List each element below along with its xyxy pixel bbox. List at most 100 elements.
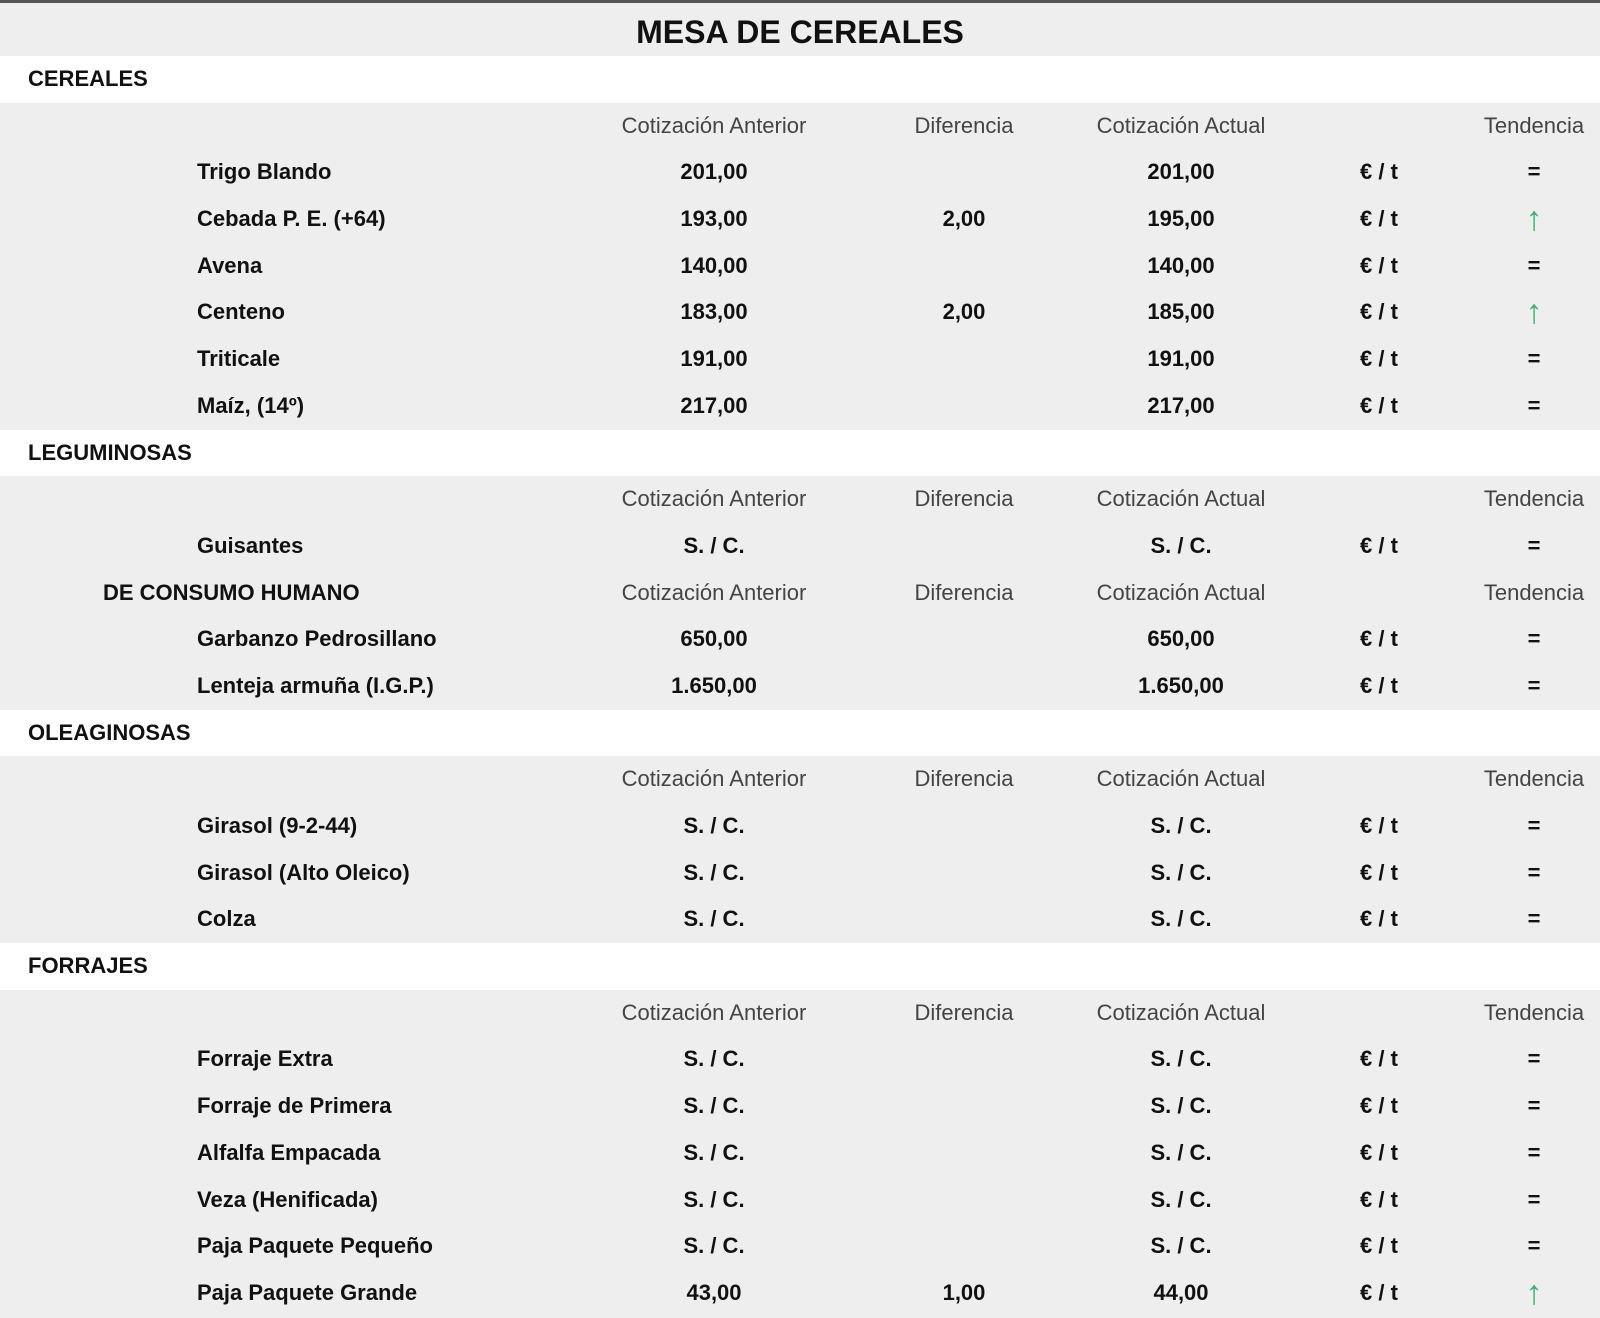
column-header: Cotización Actual: [1096, 579, 1266, 605]
product-name: Colza: [197, 906, 256, 932]
unit: € / t: [1360, 206, 1398, 232]
section-header: FORRAJES: [0, 943, 1600, 990]
product-name: Alfalfa Empacada: [197, 1139, 381, 1165]
column-header: Cotización Anterior: [621, 766, 807, 792]
trend: ↑: [1525, 293, 1543, 332]
data-row: Forraje de Primera S. / C. S. / C. € / t =: [0, 1083, 1600, 1130]
unit: € / t: [1360, 1046, 1398, 1072]
product-name: Guisantes: [197, 532, 304, 558]
product-name: Triticale: [197, 346, 281, 372]
unit: € / t: [1360, 813, 1398, 838]
column-header: Diferencia: [914, 579, 1014, 605]
current-price: S. / C.: [1150, 1233, 1212, 1259]
section-header: OLEAGINOSAS: [0, 709, 1600, 757]
previous-price: 191,00: [680, 346, 748, 372]
trend: =: [1527, 1233, 1541, 1259]
section-header: CEREALES: [0, 56, 1600, 103]
previous-price: S. / C.: [683, 1046, 745, 1072]
trend: =: [1527, 159, 1541, 185]
unit: € / t: [1360, 159, 1398, 185]
current-price: S. / C.: [1150, 906, 1212, 932]
data-row: Alfalfa Empacada S. / C. S. / C. € / t =: [0, 1130, 1600, 1177]
difference: 2,00: [942, 206, 986, 232]
current-price: 191,00: [1147, 346, 1215, 372]
column-header: Tendencia: [1483, 112, 1585, 138]
trend: =: [1527, 252, 1541, 278]
column-header: Cotización Actual: [1096, 486, 1266, 512]
column-header: Diferencia: [914, 112, 1014, 138]
data-row: Forraje Extra S. / C. S. / C. € / t =: [0, 1036, 1600, 1083]
data-row: Girasol (Alto Oleico) S. / C. S. / C. € / t…: [0, 850, 1600, 897]
unit: € / t: [1360, 532, 1398, 558]
column-header: Cotización Actual: [1096, 112, 1266, 138]
column-header-row: Cotización Anterior Diferencia Cotización …: [0, 756, 1600, 803]
trend: =: [1527, 532, 1541, 558]
data-row: Guisantes S. / C. S. / C. € / t =: [0, 523, 1600, 570]
product-name: Centeno: [197, 299, 285, 325]
current-price: S. / C.: [1150, 813, 1212, 838]
previous-price: S. / C.: [683, 532, 745, 558]
current-price: S. / C.: [1150, 1093, 1212, 1119]
data-row: Maíz, (14º) 217,00 217,00 € / t =: [0, 383, 1600, 430]
column-header: Tendencia: [1483, 579, 1585, 605]
previous-price: S. / C.: [683, 859, 745, 885]
trend: =: [1527, 906, 1541, 932]
unit: € / t: [1360, 1279, 1398, 1305]
product-name: Forraje Extra: [197, 1046, 333, 1072]
current-price: 201,00: [1147, 159, 1215, 185]
data-row: Trigo Blando 201,00 201,00 € / t =: [0, 149, 1600, 196]
current-price: S. / C.: [1150, 1186, 1212, 1212]
previous-price: S. / C.: [683, 1093, 745, 1119]
product-name: Girasol (9-2-44): [197, 813, 358, 838]
product-name: Lenteja armuña (I.G.P.): [197, 672, 434, 698]
column-header: Cotización Actual: [1096, 999, 1266, 1025]
trend: =: [1527, 1186, 1541, 1212]
product-name: Maíz, (14º): [197, 392, 305, 418]
trend: =: [1527, 672, 1541, 698]
previous-price: 140,00: [680, 252, 748, 278]
column-header-row: Cotización Anterior Diferencia Cotización …: [0, 476, 1600, 523]
column-header-row: Cotización Anterior Diferencia Cotización …: [0, 990, 1600, 1037]
product-name: Garbanzo Pedrosillano: [197, 626, 437, 652]
product-name: Forraje de Primera: [197, 1093, 392, 1119]
product-name: Cebada P. E. (+64): [197, 206, 386, 232]
unit: € / t: [1360, 1139, 1398, 1165]
trend: =: [1527, 1046, 1541, 1072]
section-title: OLEAGINOSAS: [28, 719, 191, 745]
current-price: 1.650,00: [1138, 672, 1224, 698]
current-price: S. / C.: [1150, 532, 1212, 558]
current-price: 185,00: [1147, 299, 1215, 325]
previous-price: 217,00: [680, 392, 748, 418]
column-header: Tendencia: [1483, 486, 1585, 512]
current-price: 195,00: [1147, 206, 1215, 232]
product-name: Avena: [197, 252, 263, 278]
trend: ↑: [1525, 1273, 1543, 1312]
unit: € / t: [1360, 252, 1398, 278]
data-row: Lenteja armuña (I.G.P.) 1.650,00 1.650,00 €…: [0, 663, 1600, 710]
unit: € / t: [1360, 672, 1398, 698]
page-title: MESA DE CEREALES: [636, 14, 964, 50]
section-header: LEGUMINOSAS: [0, 429, 1600, 477]
trend: =: [1527, 813, 1541, 838]
product-name: Paja Paquete Grande: [197, 1279, 418, 1305]
unit: € / t: [1360, 392, 1398, 418]
section-title: CEREALES: [28, 66, 148, 91]
previous-price: 201,00: [680, 159, 748, 185]
data-row: Triticale 191,00 191,00 € / t =: [0, 336, 1600, 383]
unit: € / t: [1360, 1233, 1398, 1259]
data-row: Veza (Henificada) S. / C. S. / C. € / t =: [0, 1177, 1600, 1224]
trend: =: [1527, 859, 1541, 885]
column-header: Diferencia: [914, 486, 1014, 512]
current-price: S. / C.: [1150, 1046, 1212, 1072]
previous-price: S. / C.: [683, 1186, 745, 1212]
unit: € / t: [1360, 859, 1398, 885]
unit: € / t: [1360, 346, 1398, 372]
trend: =: [1527, 1093, 1541, 1119]
trend: =: [1527, 346, 1541, 372]
trend: ↑: [1525, 200, 1543, 239]
section-title: FORRAJES: [28, 953, 148, 979]
current-price: 140,00: [1147, 252, 1215, 278]
unit: € / t: [1360, 299, 1398, 325]
product-name: Trigo Blando: [197, 159, 332, 185]
